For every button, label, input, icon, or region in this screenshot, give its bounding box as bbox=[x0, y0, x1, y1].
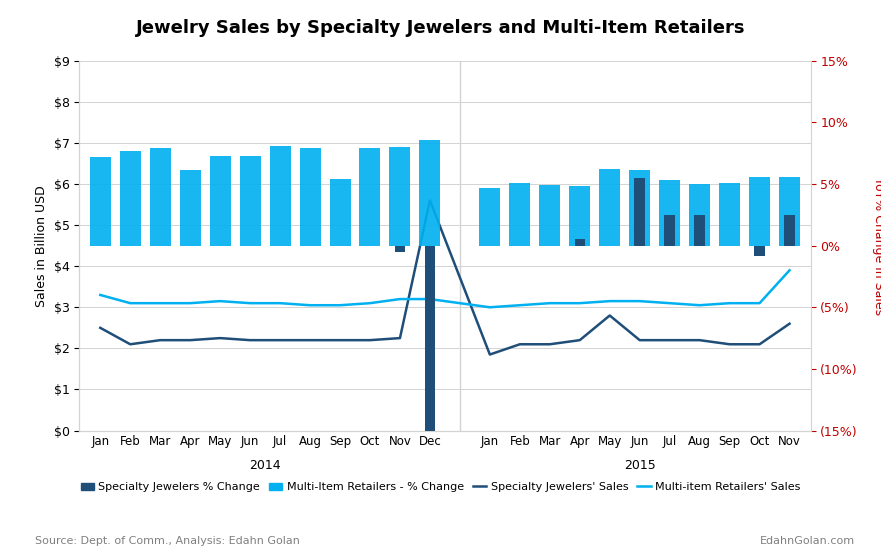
Bar bbox=[689, 184, 710, 246]
Bar bbox=[210, 156, 231, 246]
Bar bbox=[574, 240, 585, 246]
Bar bbox=[694, 215, 705, 246]
Bar bbox=[634, 178, 645, 246]
Bar bbox=[509, 183, 530, 246]
Bar bbox=[664, 215, 675, 246]
Bar bbox=[629, 171, 650, 246]
Bar bbox=[329, 179, 351, 246]
Text: EdahnGolan.com: EdahnGolan.com bbox=[759, 537, 855, 546]
Bar bbox=[719, 183, 740, 246]
Bar bbox=[599, 169, 620, 246]
Y-axis label: YoY% Change in Sales: YoY% Change in Sales bbox=[872, 177, 881, 315]
Bar bbox=[425, 246, 435, 431]
Bar bbox=[300, 148, 321, 246]
Bar bbox=[479, 188, 500, 246]
Bar bbox=[539, 185, 560, 246]
Bar bbox=[90, 157, 111, 246]
Bar bbox=[779, 177, 800, 246]
Bar bbox=[419, 140, 440, 246]
Text: 2014: 2014 bbox=[249, 459, 281, 473]
Bar bbox=[749, 177, 770, 246]
Text: 2015: 2015 bbox=[624, 459, 655, 473]
Legend: Specialty Jewelers % Change, Multi-Item Retailers - % Change, Specialty Jewelers: Specialty Jewelers % Change, Multi-Item … bbox=[77, 478, 804, 497]
Bar bbox=[270, 146, 291, 246]
Bar bbox=[240, 156, 261, 246]
Bar bbox=[754, 246, 765, 256]
Bar bbox=[389, 147, 411, 246]
Bar bbox=[659, 181, 680, 246]
Bar bbox=[395, 246, 405, 252]
Text: Jewelry Sales by Specialty Jewelers and Multi-Item Retailers: Jewelry Sales by Specialty Jewelers and … bbox=[136, 19, 745, 38]
Bar bbox=[120, 151, 141, 246]
Bar bbox=[180, 171, 201, 246]
Bar bbox=[784, 215, 795, 246]
Bar bbox=[569, 187, 590, 246]
Bar bbox=[150, 148, 171, 246]
Bar bbox=[359, 148, 381, 246]
Text: Source: Dept. of Comm., Analysis: Edahn Golan: Source: Dept. of Comm., Analysis: Edahn … bbox=[35, 537, 300, 546]
Y-axis label: Sales in Billion USD: Sales in Billion USD bbox=[35, 185, 48, 306]
